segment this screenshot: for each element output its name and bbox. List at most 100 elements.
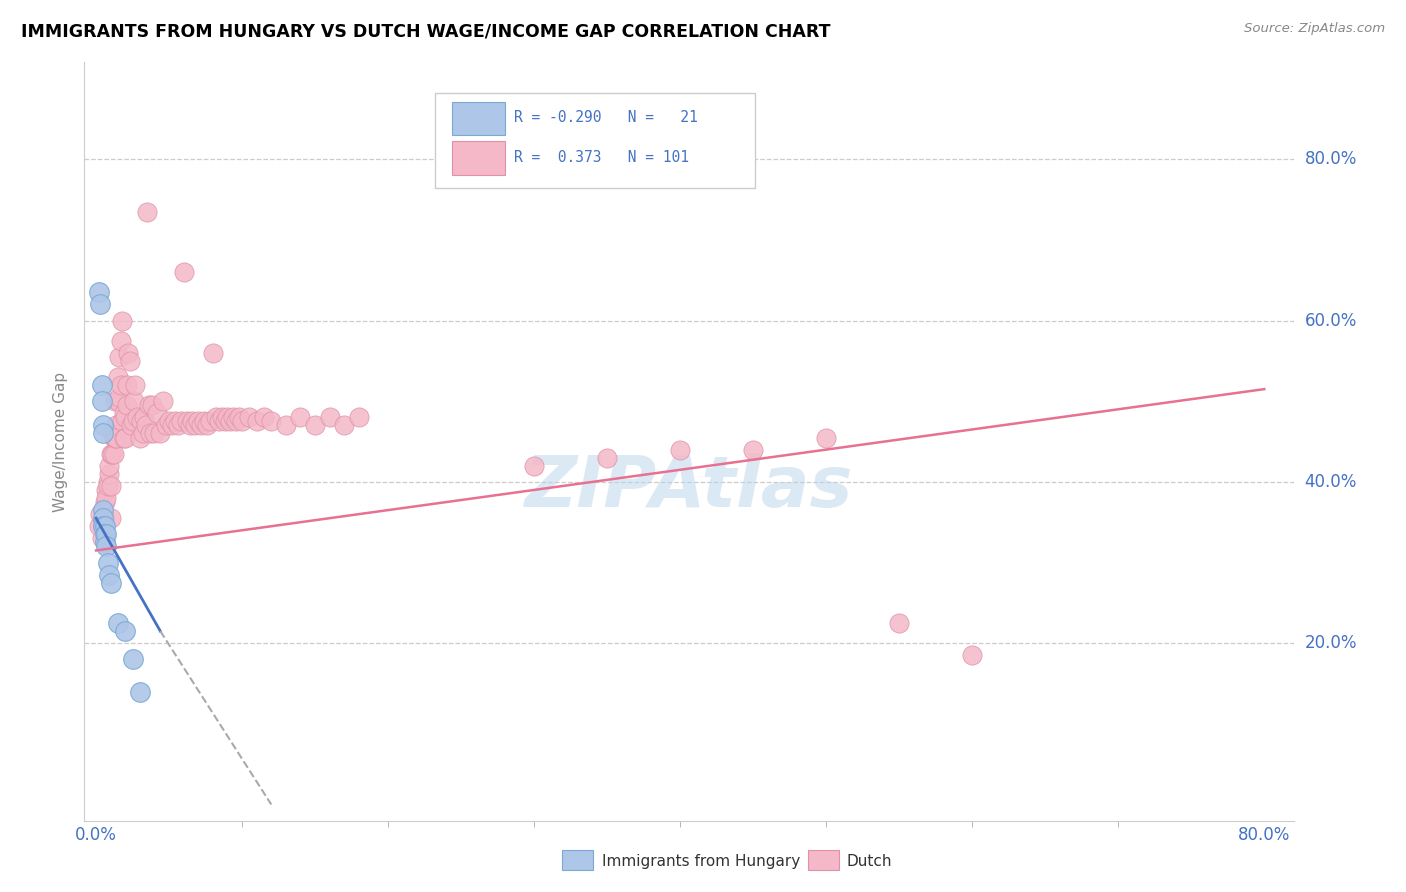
Point xyxy=(146,406,169,420)
Point xyxy=(193,414,215,428)
Point xyxy=(93,519,115,533)
Point xyxy=(100,511,122,525)
Text: 20.0%: 20.0% xyxy=(1305,634,1357,652)
Point xyxy=(118,354,141,368)
Point xyxy=(110,378,132,392)
Point xyxy=(111,414,134,428)
Point xyxy=(93,519,115,533)
Point xyxy=(122,394,145,409)
Point xyxy=(222,410,245,425)
Point xyxy=(179,418,201,433)
Point xyxy=(93,418,115,433)
Point xyxy=(90,532,112,546)
Point xyxy=(89,507,111,521)
Text: ZIPAtlas: ZIPAtlas xyxy=(524,452,853,522)
Point xyxy=(96,491,118,505)
Point xyxy=(101,447,124,461)
Point xyxy=(139,426,162,441)
Point xyxy=(124,378,146,392)
Point xyxy=(217,410,239,425)
Point xyxy=(90,378,112,392)
Point xyxy=(219,414,242,428)
Point xyxy=(187,414,209,428)
Point xyxy=(143,426,166,441)
Point xyxy=(93,515,115,529)
FancyBboxPatch shape xyxy=(451,102,505,136)
Point xyxy=(93,426,115,441)
Point xyxy=(96,540,118,554)
Point xyxy=(214,414,236,428)
Text: Source: ZipAtlas.com: Source: ZipAtlas.com xyxy=(1244,22,1385,36)
Point xyxy=(181,414,204,428)
Point xyxy=(107,615,129,630)
Point xyxy=(121,652,143,666)
Point xyxy=(141,398,163,412)
Point xyxy=(290,410,312,425)
Point xyxy=(136,204,159,219)
Point xyxy=(103,430,125,444)
Point xyxy=(246,414,269,428)
Point xyxy=(742,442,765,457)
Point xyxy=(94,495,117,509)
Point xyxy=(238,410,260,425)
Point xyxy=(157,414,180,428)
Point xyxy=(260,414,283,428)
Point xyxy=(596,450,619,465)
Point xyxy=(114,624,136,639)
Point xyxy=(960,648,983,663)
Point xyxy=(155,418,177,433)
Point xyxy=(176,414,198,428)
Point xyxy=(98,467,121,481)
Point xyxy=(211,410,233,425)
Point xyxy=(105,430,128,444)
Point xyxy=(100,447,122,461)
Point xyxy=(163,414,186,428)
Text: R =  0.373   N = 101: R = 0.373 N = 101 xyxy=(513,150,689,165)
Point xyxy=(105,418,128,433)
Point xyxy=(231,414,253,428)
Point xyxy=(195,418,218,433)
Point xyxy=(87,285,110,300)
Point xyxy=(93,511,115,525)
Point xyxy=(100,479,122,493)
Point xyxy=(131,414,153,428)
Point xyxy=(120,418,142,433)
Point xyxy=(138,398,160,412)
Point xyxy=(111,313,134,327)
Point xyxy=(101,426,124,441)
Point xyxy=(108,390,131,404)
Point xyxy=(304,418,326,433)
Point xyxy=(98,458,121,473)
Point xyxy=(110,334,132,348)
Point xyxy=(274,418,297,433)
Point xyxy=(87,519,110,533)
Point xyxy=(135,418,157,433)
Point xyxy=(125,410,148,425)
Y-axis label: Wage/Income Gap: Wage/Income Gap xyxy=(53,371,69,512)
Point xyxy=(98,567,121,582)
Point xyxy=(115,398,138,412)
Point xyxy=(90,394,112,409)
Point xyxy=(107,370,129,384)
Point xyxy=(100,575,122,590)
Point xyxy=(208,414,231,428)
FancyBboxPatch shape xyxy=(451,141,505,175)
Point xyxy=(96,527,118,541)
Text: R = -0.290   N =   21: R = -0.290 N = 21 xyxy=(513,111,697,125)
Point xyxy=(198,414,221,428)
Point xyxy=(112,406,135,420)
Point xyxy=(107,394,129,409)
Text: 80.0%: 80.0% xyxy=(1305,150,1357,169)
Point xyxy=(108,350,131,364)
Point xyxy=(94,511,117,525)
Point xyxy=(96,483,118,497)
Text: 40.0%: 40.0% xyxy=(1305,473,1357,491)
Point xyxy=(128,430,150,444)
Point xyxy=(97,556,120,570)
Text: Immigrants from Hungary: Immigrants from Hungary xyxy=(602,855,800,869)
Point xyxy=(253,410,276,425)
Point xyxy=(115,378,138,392)
Point xyxy=(190,418,212,433)
Point xyxy=(152,394,174,409)
Point xyxy=(132,426,155,441)
